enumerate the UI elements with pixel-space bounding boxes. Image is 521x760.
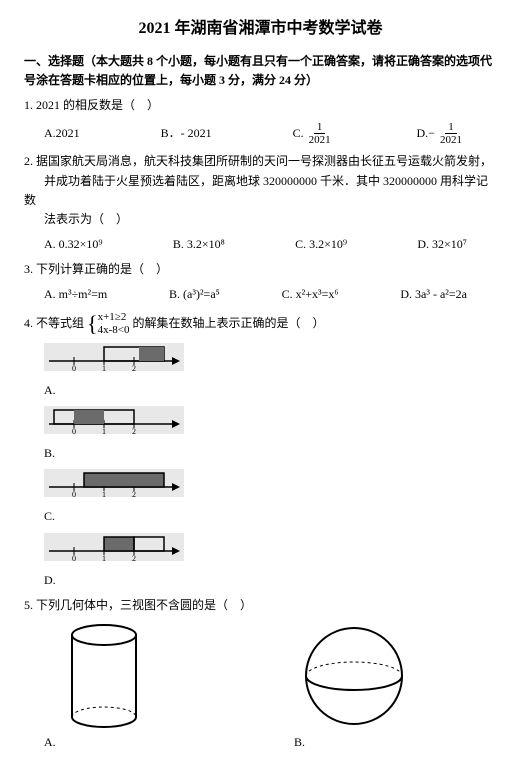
section-line2: 号涂在答题卡相应的位置上，每小题 3 分，满分 24 分） xyxy=(24,73,318,87)
q3-option-a: A. m³÷m²=m xyxy=(44,285,107,304)
q2-option-d: D. 32×10⁷ xyxy=(417,235,467,254)
q1-option-d: D. − 1 2021 xyxy=(417,121,467,146)
q3-options: A. m³÷m²=m B. (a³)²=a⁵ C. x²+x³=x⁶ D. 3a… xyxy=(44,285,497,304)
numerator: 1 xyxy=(314,121,326,134)
question-3: 3. 下列计算正确的是（ ） A. m³÷m²=m B. (a³)²=a⁵ C.… xyxy=(24,260,497,304)
denominator: 2021 xyxy=(437,134,465,146)
q2-text: 2. 据国家航天局消息，航天科技集团所研制的天问一号探测器由长征五号运载火箭发射… xyxy=(24,152,497,229)
svg-text:1: 1 xyxy=(102,364,106,371)
q4-label-b: B. xyxy=(44,444,489,463)
q4-suffix: 的解集在数轴上表示正确的是（ ） xyxy=(132,316,324,330)
sys-line1: x+1≥2 xyxy=(98,311,130,324)
svg-text:1: 1 xyxy=(102,427,106,434)
cylinder-icon xyxy=(44,621,164,731)
q2-option-a: A. 0.32×10⁹ xyxy=(44,235,103,254)
q2-option-b: B. 3.2×10⁸ xyxy=(173,235,225,254)
q4-option-c-row: 0 1 2 xyxy=(44,469,497,497)
q5-solid-b: B. xyxy=(294,621,414,752)
q4-option-a-row: 0 1 2 xyxy=(44,343,497,371)
left-brace: { xyxy=(87,313,98,335)
page-title: 2021 年湖南省湘潭市中考数学试卷 xyxy=(24,16,497,42)
q4-option-b-row: 0 1 2 xyxy=(44,406,497,434)
sys-line2: 4x-8<0 xyxy=(98,324,130,337)
q2-options: A. 0.32×10⁹ B. 3.2×10⁸ C. 3.2×10⁹ D. 32×… xyxy=(44,235,497,254)
opt-label: C. xyxy=(293,124,304,143)
question-1: 1. 2021 的相反数是（ ） A. 2021 B． - 2021 C. 1 … xyxy=(24,96,497,146)
fraction: 1 2021 xyxy=(306,121,334,146)
svg-text:1: 1 xyxy=(102,490,106,497)
svg-text:1: 1 xyxy=(102,554,106,561)
q4-text: 4. 不等式组 { x+1≥2 4x-8<0 的解集在数轴上表示正确的是（ ） xyxy=(24,311,497,337)
q5-label-a: A. xyxy=(44,733,56,752)
number-line-c: 0 1 2 xyxy=(44,469,184,497)
question-5: 5. 下列几何体中，三视图不含圆的是（ ） A. xyxy=(24,596,497,752)
neg-sign: − xyxy=(428,124,435,143)
sphere-icon xyxy=(294,621,414,731)
svg-text:0: 0 xyxy=(72,364,76,371)
q5-text: 5. 下列几何体中，三视图不含圆的是（ ） xyxy=(24,596,497,615)
question-4: 4. 不等式组 { x+1≥2 4x-8<0 的解集在数轴上表示正确的是（ ） … xyxy=(24,311,497,590)
q3-text: 3. 下列计算正确的是（ ） xyxy=(24,260,497,279)
denominator: 2021 xyxy=(306,134,334,146)
opt-value: - 2021 xyxy=(181,124,212,143)
svg-text:2: 2 xyxy=(132,490,136,497)
q4-label-c: C. xyxy=(44,507,489,526)
opt-label: A. xyxy=(44,124,56,143)
opt-value: 2021 xyxy=(56,124,80,143)
q3-option-c: C. x²+x³=x⁶ xyxy=(282,285,339,304)
q5-solid-a: A. xyxy=(44,621,164,752)
q2-line1: 2. 据国家航天局消息，航天科技集团所研制的天问一号探测器由长征五号运载火箭发射… xyxy=(24,154,492,168)
q3-option-b: B. (a³)²=a⁵ xyxy=(169,285,220,304)
q4-label-d: D. xyxy=(44,571,489,590)
q2-option-c: C. 3.2×10⁹ xyxy=(295,235,347,254)
q2-line3: 法表示为（ ） xyxy=(44,212,128,226)
section-header: 一、选择题（本大题共 8 个小题，每小题有且只有一个正确答案，请将正确答案的选项… xyxy=(24,52,497,90)
q1-text: 1. 2021 的相反数是（ ） xyxy=(24,96,497,115)
svg-text:0: 0 xyxy=(72,490,76,497)
numerator: 1 xyxy=(445,121,457,134)
section-line1: 一、选择题（本大题共 8 个小题，每小题有且只有一个正确答案，请将正确答案的选项… xyxy=(24,54,492,68)
svg-text:2: 2 xyxy=(132,364,136,371)
q1-options: A. 2021 B． - 2021 C. 1 2021 D. − 1 2021 xyxy=(44,121,497,146)
opt-label: B． xyxy=(161,124,181,143)
svg-text:2: 2 xyxy=(132,554,136,561)
inequality-system: { x+1≥2 4x-8<0 xyxy=(87,311,129,337)
q2-line2: 并成功着陆于火星预选着陆区，距离地球 320000000 千米．其中 32000… xyxy=(24,174,488,207)
q5-label-b: B. xyxy=(294,733,305,752)
q1-option-c: C. 1 2021 xyxy=(293,121,336,146)
number-line-a: 0 1 2 xyxy=(44,343,184,371)
q1-option-b: B． - 2021 xyxy=(161,121,212,146)
number-line-b: 0 1 2 xyxy=(44,406,184,434)
svg-text:2: 2 xyxy=(132,427,136,434)
number-line-d: 0 1 2 xyxy=(44,533,184,561)
system-lines: x+1≥2 4x-8<0 xyxy=(98,311,130,337)
q5-solids: A. B. xyxy=(44,621,497,752)
q3-option-d: D. 3a³ - a²=2a xyxy=(400,285,467,304)
opt-label: D. xyxy=(417,124,429,143)
q4-option-d-row: 0 1 2 xyxy=(44,533,497,561)
q4-prefix: 4. 不等式组 xyxy=(24,316,84,330)
q1-option-a: A. 2021 xyxy=(44,121,80,146)
q4-label-a: A. xyxy=(44,381,489,400)
fraction: 1 2021 xyxy=(437,121,465,146)
svg-text:0: 0 xyxy=(72,427,76,434)
svg-text:0: 0 xyxy=(72,554,76,561)
question-2: 2. 据国家航天局消息，航天科技集团所研制的天问一号探测器由长征五号运载火箭发射… xyxy=(24,152,497,254)
